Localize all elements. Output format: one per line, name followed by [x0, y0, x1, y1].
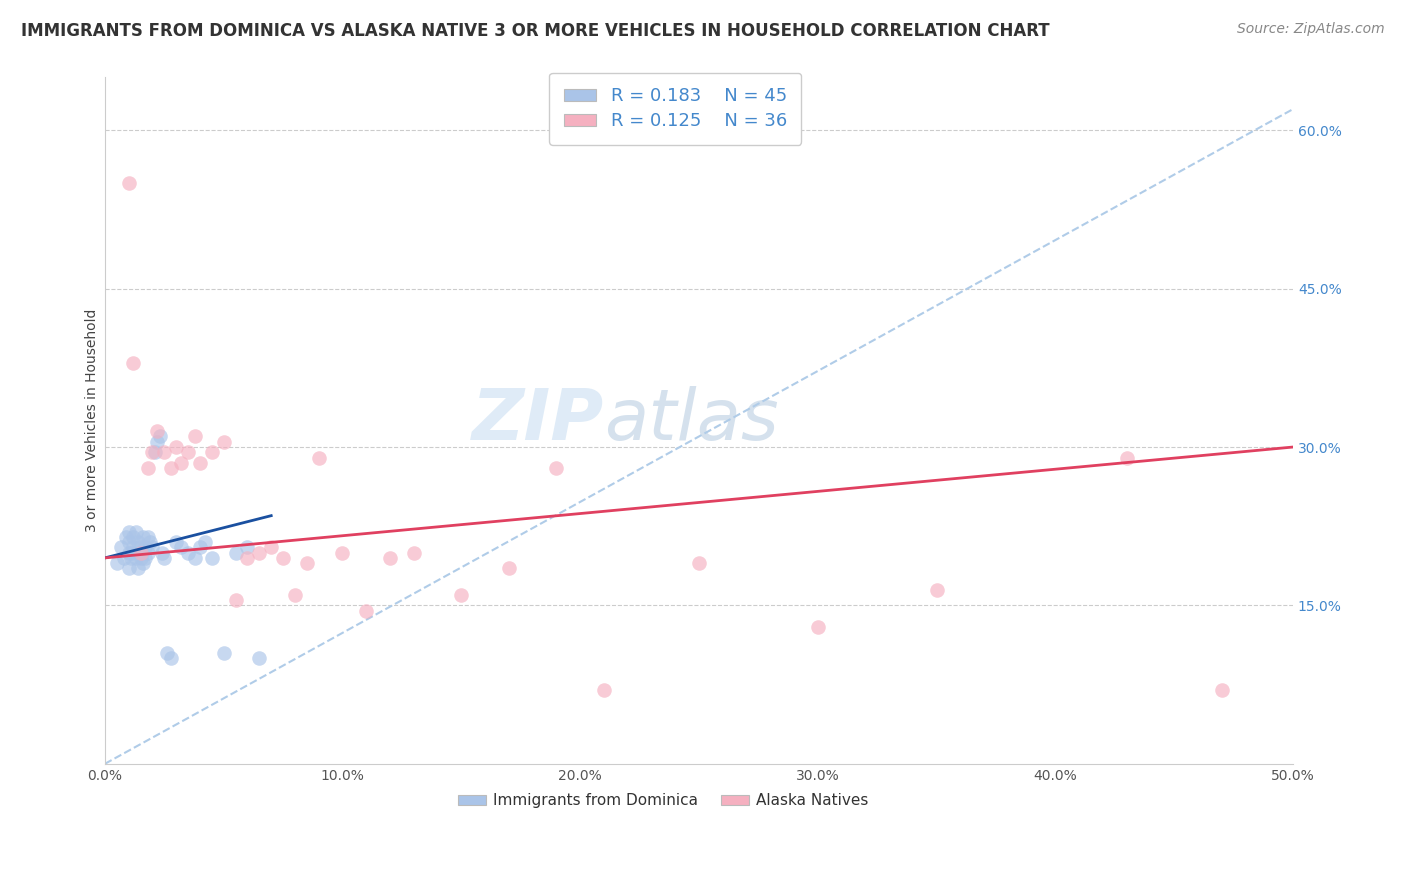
Y-axis label: 3 or more Vehicles in Household: 3 or more Vehicles in Household [86, 309, 100, 533]
Text: atlas: atlas [605, 386, 779, 455]
Point [247, 651, 270, 665]
Point [136, 461, 159, 475]
Point [141, 541, 163, 555]
Point [129, 546, 152, 560]
Point [402, 546, 425, 560]
Point [132, 530, 155, 544]
Point [225, 593, 247, 607]
Point [122, 530, 145, 544]
Point [688, 556, 710, 570]
Point [378, 550, 401, 565]
Point [295, 556, 318, 570]
Text: ZIP: ZIP [471, 386, 605, 455]
Point [136, 546, 159, 560]
Point [143, 445, 166, 459]
Point [450, 588, 472, 602]
Point [117, 535, 139, 549]
Point [260, 541, 283, 555]
Point [160, 461, 183, 475]
Point [177, 445, 200, 459]
Legend: Immigrants from Dominica, Alaska Natives: Immigrants from Dominica, Alaska Natives [451, 788, 875, 814]
Point [134, 550, 156, 565]
Point [177, 546, 200, 560]
Point [105, 556, 128, 570]
Point [129, 541, 152, 555]
Text: Source: ZipAtlas.com: Source: ZipAtlas.com [1237, 22, 1385, 37]
Point [212, 434, 235, 449]
Point [136, 530, 159, 544]
Point [160, 651, 183, 665]
Point [139, 535, 162, 549]
Point [132, 556, 155, 570]
Point [117, 524, 139, 539]
Point [593, 682, 616, 697]
Point [146, 424, 169, 438]
Point [201, 445, 224, 459]
Point [117, 176, 139, 190]
Point [247, 546, 270, 560]
Point [146, 434, 169, 449]
Point [129, 550, 152, 565]
Point [184, 429, 207, 443]
Point [120, 546, 142, 560]
Point [1211, 682, 1233, 697]
Point [127, 561, 149, 575]
Point [188, 456, 211, 470]
Point [117, 561, 139, 575]
Point [110, 541, 132, 555]
Point [156, 646, 179, 660]
Point [170, 541, 193, 555]
Point [201, 550, 224, 565]
Point [925, 582, 948, 597]
Point [153, 550, 176, 565]
Point [271, 550, 294, 565]
Point [122, 355, 145, 369]
Point [194, 535, 217, 549]
Point [188, 541, 211, 555]
Point [129, 546, 152, 560]
Point [1115, 450, 1137, 465]
Point [225, 546, 247, 560]
Point [127, 535, 149, 549]
Point [807, 619, 830, 633]
Point [236, 541, 259, 555]
Point [165, 535, 187, 549]
Point [165, 440, 187, 454]
Point [170, 456, 193, 470]
Point [141, 445, 163, 459]
Point [115, 530, 138, 544]
Text: IMMIGRANTS FROM DOMINICA VS ALASKA NATIVE 3 OR MORE VEHICLES IN HOUSEHOLD CORREL: IMMIGRANTS FROM DOMINICA VS ALASKA NATIV… [21, 22, 1050, 40]
Point [153, 445, 176, 459]
Point [150, 546, 173, 560]
Point [332, 546, 354, 560]
Point [148, 429, 170, 443]
Point [125, 524, 148, 539]
Point [120, 550, 142, 565]
Point [117, 546, 139, 560]
Point [122, 541, 145, 555]
Point [125, 550, 148, 565]
Point [354, 604, 377, 618]
Point [134, 541, 156, 555]
Point [498, 561, 520, 575]
Point [184, 550, 207, 565]
Point [112, 550, 135, 565]
Point [212, 646, 235, 660]
Point [284, 588, 307, 602]
Point [236, 550, 259, 565]
Point [546, 461, 568, 475]
Point [308, 450, 330, 465]
